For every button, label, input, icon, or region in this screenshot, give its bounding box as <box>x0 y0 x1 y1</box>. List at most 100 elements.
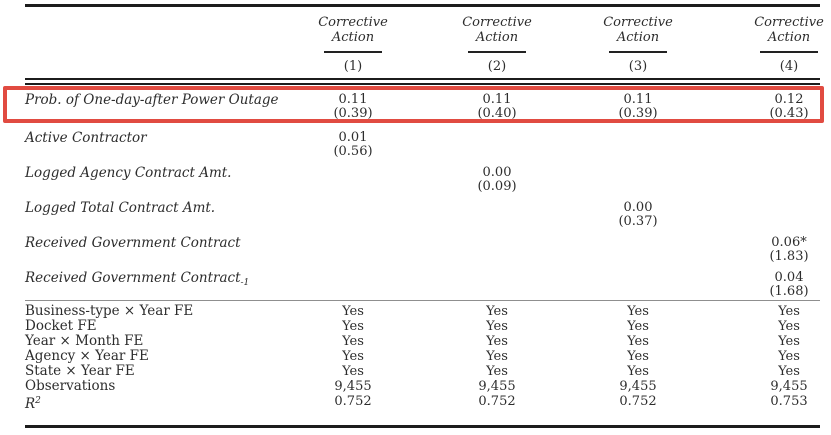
section-divider-rule <box>25 300 820 301</box>
column-title-line1: Corrective <box>754 15 824 30</box>
summary-value: Yes <box>627 304 649 319</box>
coefficient-row-received-contract-lag: Received Government Contract-1 0.04 (1.6… <box>25 268 820 300</box>
summary-label: Docket FE <box>25 318 97 334</box>
r-squared-exponent: 2 <box>35 396 41 406</box>
row-label-subscript: -1 <box>240 278 250 288</box>
column-number: (3) <box>628 59 648 74</box>
summary-value: Yes <box>627 319 649 334</box>
column-title-underline <box>324 51 382 53</box>
tstat-value: (0.39) <box>618 106 658 121</box>
summary-value: Yes <box>342 364 364 379</box>
summary-value: 0.753 <box>770 394 808 409</box>
row-label: Prob. of One-day-after Power Outage <box>25 92 279 108</box>
coefficient-row-agency-contract-amt: Logged Agency Contract Amt. 0.00 (0.09) <box>25 163 820 198</box>
header-double-rule-top <box>25 78 820 80</box>
row-label: Active Contractor <box>25 130 147 146</box>
column-title-line2: Action <box>331 30 375 45</box>
coefficient-row-power-outage: Prob. of One-day-after Power Outage 0.11… <box>25 90 820 128</box>
summary-row-r-squared: R2 0.752 0.752 0.752 0.753 <box>25 394 820 412</box>
column-number: (4) <box>779 59 799 74</box>
tstat-value: (1.68) <box>769 284 809 299</box>
column-title-underline <box>468 51 526 53</box>
summary-value: Yes <box>778 364 800 379</box>
tstat-value: (0.09) <box>477 179 517 194</box>
summary-value: Yes <box>342 319 364 334</box>
summary-value: 9,455 <box>770 379 808 394</box>
column-title-underline <box>609 51 667 53</box>
summary-row-business-type-fe: Business-type × Year FE Yes Yes Yes Yes <box>25 303 820 320</box>
column-title: Corrective Action <box>437 15 557 45</box>
estimate-value: 0.01 <box>338 130 368 145</box>
summary-row-year-month-fe: Year × Month FE Yes Yes Yes Yes <box>25 333 820 350</box>
summary-label: State × Year FE <box>25 363 135 379</box>
estimate-value: 0.11 <box>482 92 512 107</box>
table-top-rule <box>25 4 820 7</box>
estimate-value: 0.06* <box>771 235 807 250</box>
summary-value: Yes <box>627 334 649 349</box>
row-label-text: Logged Agency Contract Amt. <box>25 165 232 181</box>
summary-row-state-year-fe: State × Year FE Yes Yes Yes Yes <box>25 363 820 380</box>
summary-value: Yes <box>627 364 649 379</box>
tstat-value: (0.37) <box>618 214 658 229</box>
summary-row-agency-year-fe: Agency × Year FE Yes Yes Yes Yes <box>25 348 820 365</box>
column-title-line2: Action <box>475 30 519 45</box>
coefficient-row-received-contract: Received Government Contract 0.06* (1.83… <box>25 233 820 268</box>
row-label-text: Prob. of One-day-after Power Outage <box>25 92 279 108</box>
summary-value: Yes <box>778 304 800 319</box>
tstat-value: (1.83) <box>769 249 809 264</box>
estimate-value: 0.04 <box>774 270 804 285</box>
column-title-line1: Corrective <box>318 15 388 30</box>
summary-section: Business-type × Year FE Yes Yes Yes Yes … <box>25 303 820 412</box>
summary-value: 9,455 <box>334 379 372 394</box>
summary-value: 0.752 <box>334 394 372 409</box>
row-label: Logged Agency Contract Amt. <box>25 165 231 181</box>
summary-row-observations: Observations 9,455 9,455 9,455 9,455 <box>25 378 820 395</box>
column-header-1: Corrective Action (1) <box>293 15 413 74</box>
summary-value: 0.752 <box>619 394 657 409</box>
summary-value: Yes <box>486 304 508 319</box>
summary-label: Year × Month FE <box>25 333 144 349</box>
row-label-text: Logged Total Contract Amt. <box>25 200 216 216</box>
coefficient-row-total-contract-amt: Logged Total Contract Amt. 0.00 (0.37) <box>25 198 820 233</box>
coefficient-row-active-contractor: Active Contractor 0.01 (0.56) <box>25 128 820 163</box>
column-title-line1: Corrective <box>462 15 532 30</box>
summary-value: Yes <box>778 334 800 349</box>
regression-table: Corrective Action (1) Corrective Action (2… <box>25 0 824 428</box>
row-label: Received Government Contract <box>25 235 241 251</box>
estimate-value: 0.12 <box>774 92 804 107</box>
summary-value: Yes <box>486 334 508 349</box>
column-title: Corrective Action <box>293 15 413 45</box>
summary-value: Yes <box>342 349 364 364</box>
summary-value: Yes <box>778 349 800 364</box>
summary-value: Yes <box>342 334 364 349</box>
row-label-text: Received Government Contract <box>25 270 241 286</box>
estimate-value: 0.11 <box>623 92 653 107</box>
header-double-rule-bottom <box>25 83 820 85</box>
summary-value: Yes <box>778 319 800 334</box>
column-title: Corrective Action <box>729 15 831 45</box>
summary-label: R2 <box>25 394 41 412</box>
column-title: Corrective Action <box>578 15 698 45</box>
summary-label: Observations <box>25 378 116 394</box>
estimate-value: 0.00 <box>482 165 512 180</box>
column-title-line2: Action <box>616 30 660 45</box>
summary-label: Business-type × Year FE <box>25 303 194 319</box>
row-label: Received Government Contract-1 <box>25 270 249 288</box>
estimate-value: 0.11 <box>338 92 368 107</box>
table-header-row: Corrective Action (1) Corrective Action (2… <box>25 7 824 78</box>
summary-value: Yes <box>486 319 508 334</box>
summary-label: Agency × Year FE <box>25 348 149 364</box>
summary-value: 9,455 <box>478 379 516 394</box>
row-label-text: Active Contractor <box>25 130 147 146</box>
column-header-3: Corrective Action (3) <box>578 15 698 74</box>
tstat-value: (0.40) <box>477 106 517 121</box>
column-number: (1) <box>343 59 363 74</box>
tstat-value: (0.39) <box>333 106 373 121</box>
summary-value: 9,455 <box>619 379 657 394</box>
row-label-text: Received Government Contract <box>25 235 241 251</box>
summary-value: Yes <box>486 364 508 379</box>
column-title-line2: Action <box>767 30 811 45</box>
column-title-line1: Corrective <box>603 15 673 30</box>
summary-row-docket-fe: Docket FE Yes Yes Yes Yes <box>25 318 820 335</box>
